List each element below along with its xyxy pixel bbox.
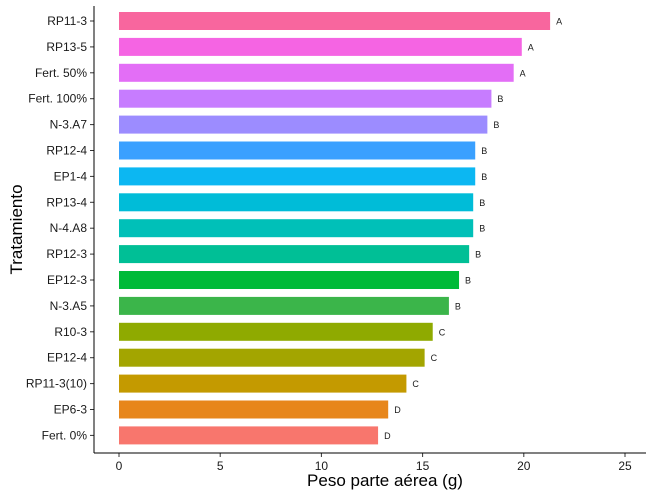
y-tick-label: RP12-3: [46, 247, 87, 261]
bar-fert-100: [119, 89, 492, 108]
bar-rp11-3: [119, 12, 551, 30]
y-tick-label: RP12-4: [46, 144, 87, 158]
y-tick-label: RP11-3: [47, 14, 87, 28]
data-label: B: [479, 198, 485, 208]
x-tick-label: 25: [618, 459, 632, 473]
y-tick-label: N-4.A8: [50, 221, 88, 235]
x-tick-label: 15: [416, 459, 430, 473]
data-label: A: [520, 68, 526, 78]
bar-rp12-3: [119, 245, 470, 264]
bar-n-4-a8: [119, 219, 474, 238]
data-label: B: [479, 224, 485, 234]
x-axis-ticks: 0 5 10 15 20 25: [116, 453, 632, 473]
bars-layer: [119, 12, 551, 445]
bar-ep6-3: [119, 400, 389, 419]
data-label: B: [493, 120, 499, 130]
y-tick-label: Fert. 50%: [35, 66, 87, 80]
data-label: B: [481, 146, 487, 156]
y-tick-label: N-3.A7: [50, 118, 88, 132]
data-label: B: [497, 94, 503, 104]
y-tick-label: Fert. 0%: [42, 428, 88, 442]
y-tick-label: RP13-4: [46, 195, 87, 209]
y-tick-label: EP6-3: [54, 403, 88, 417]
bar-rp13-5: [119, 37, 522, 56]
y-tick-label: EP12-4: [47, 351, 87, 365]
data-label: D: [394, 405, 401, 415]
bar-ep12-4: [119, 348, 425, 367]
data-label: B: [465, 276, 471, 286]
x-axis-title: Peso parte aérea (g): [307, 471, 463, 490]
y-tick-label: EP1-4: [54, 169, 88, 183]
data-label: D: [384, 431, 391, 441]
bar-fert-0: [119, 426, 379, 445]
bar-ep1-4: [119, 167, 476, 186]
x-tick-label: 10: [315, 459, 329, 473]
bar-fert-50: [119, 63, 514, 82]
bar-r10-3: [119, 322, 433, 341]
data-label: C: [412, 379, 419, 389]
y-tick-label: N-3.A5: [50, 299, 88, 313]
bar-rp13-4: [119, 193, 474, 212]
bar-rp11-3-10: [119, 374, 407, 393]
data-label: B: [455, 301, 461, 311]
data-label: A: [528, 42, 534, 52]
x-tick-label: 0: [116, 459, 123, 473]
data-label: C: [439, 327, 446, 337]
data-label: B: [475, 250, 481, 260]
x-tick-label: 20: [517, 459, 531, 473]
data-label: B: [481, 172, 487, 182]
y-tick-label: EP12-3: [47, 273, 87, 287]
bar-rp12-4: [119, 141, 476, 160]
data-label: A: [556, 17, 562, 27]
bar-ep12-3: [119, 271, 460, 289]
y-axis-ticks: RP11-3 RP13-5 Fert. 50% Fert. 100% N-3.A7 RP1…: [26, 14, 94, 442]
y-tick-label: RP13-5: [46, 40, 87, 54]
bar-n-3-a5: [119, 296, 449, 315]
data-labels-layer: A A A B B B B B B B B B C C C D D: [384, 17, 562, 441]
bar-n-3-a7: [119, 115, 488, 134]
data-label: C: [431, 353, 438, 363]
y-tick-label: R10-3: [54, 325, 87, 339]
y-tick-label: Fert. 100%: [28, 92, 87, 106]
x-tick-label: 5: [217, 459, 224, 473]
y-tick-label: RP11-3(10): [26, 377, 87, 391]
y-axis-title: Tratamiento: [7, 184, 26, 274]
